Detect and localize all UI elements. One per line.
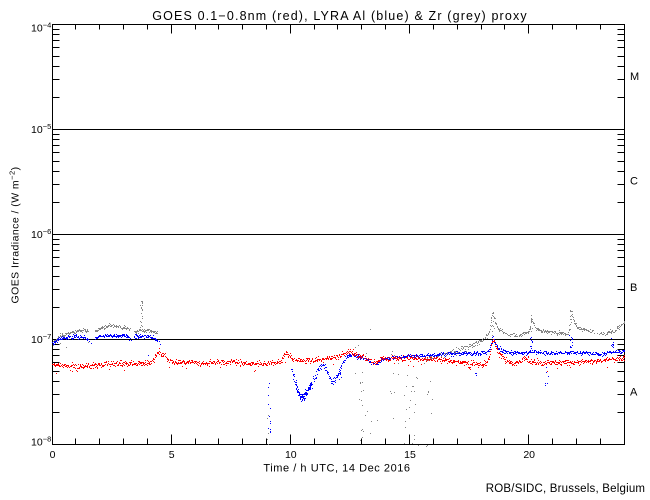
svg-text:0: 0 [50,449,56,461]
svg-text:C: C [630,176,638,188]
svg-text:M: M [630,71,639,83]
svg-text:15: 15 [404,449,416,461]
svg-text:GOES Irradiance / (W m−2): GOES Irradiance / (W m−2) [8,166,22,303]
svg-text:A: A [630,387,638,399]
svg-text:20: 20 [523,449,535,461]
svg-text:ROB/SIDC, Brussels, Belgium: ROB/SIDC, Brussels, Belgium [486,483,645,495]
svg-text:B: B [630,282,637,294]
svg-text:5: 5 [169,449,175,461]
svg-text:Time / h UTC, 14 Dec 2016: Time / h UTC, 14 Dec 2016 [263,463,410,475]
svg-text:GOES 0.1−0.8nm (red), LYRA Al: GOES 0.1−0.8nm (red), LYRA Al (blue) & Z… [152,9,528,23]
svg-text:10: 10 [285,449,297,461]
